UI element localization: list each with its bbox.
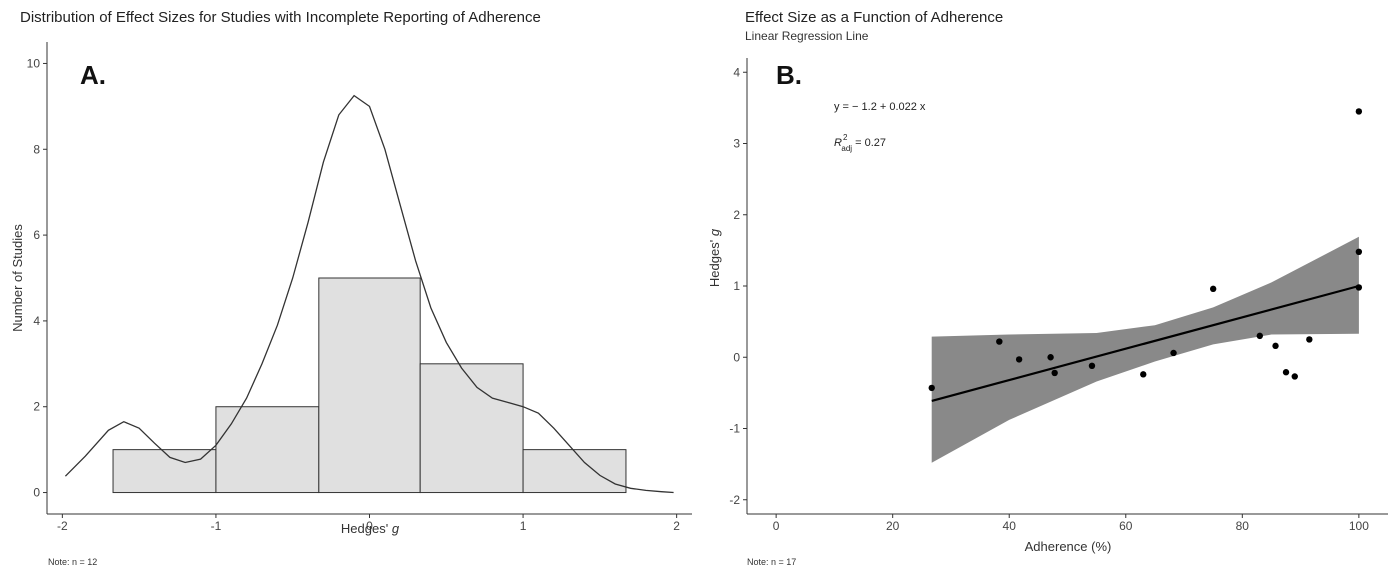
x-tick-label: 2 — [673, 519, 680, 533]
x-tick-label: 40 — [1003, 519, 1017, 533]
x-axis-label: Hedges' g — [341, 521, 400, 536]
y-tick-label: -1 — [729, 422, 740, 436]
scatter-point — [1088, 362, 1096, 369]
scatter-point — [1170, 349, 1177, 357]
y-tick-label: 4 — [33, 314, 40, 328]
regression-equation: y = − 1.2 + 0.022 x — [834, 101, 926, 113]
density-curve — [64, 94, 674, 494]
x-axis-label: Adherence (%) — [1025, 539, 1112, 554]
histogram-title: Distribution of Effect Sizes for Studies… — [20, 9, 541, 26]
histogram-bar — [318, 277, 421, 494]
y-tick-label: 3 — [733, 137, 740, 151]
x-tick-label: -1 — [211, 519, 222, 533]
y-ticks: -2 -1 0 1 2 3 4 — [729, 65, 747, 507]
scatter-point — [1306, 336, 1313, 343]
scatter-point — [1355, 284, 1363, 291]
y-ticks: 0 2 4 6 8 10 — [27, 56, 47, 500]
y-tick-label: 6 — [33, 228, 40, 242]
scatter-point — [996, 338, 1003, 345]
scatter-point — [1051, 369, 1058, 377]
regression-line — [931, 284, 1360, 402]
scatter-point — [1282, 369, 1290, 376]
scatter-point — [1047, 354, 1054, 361]
histogram-bar — [112, 449, 217, 494]
y-tick-label: 0 — [33, 486, 40, 500]
x-tick-label: 80 — [1236, 519, 1250, 533]
histogram-panel: Distribution of Effect Sizes for Studies… — [10, 9, 692, 567]
y-axis-label: Number of Studies — [10, 224, 25, 332]
scatter-point — [1015, 356, 1023, 363]
scatter-point — [1140, 371, 1147, 378]
scatter-point — [1355, 248, 1363, 255]
y-tick-label: 2 — [733, 208, 740, 222]
scatter-subtitle: Linear Regression Line — [745, 29, 869, 43]
y-tick-label: -2 — [729, 493, 740, 507]
sample-size-note: Note: n = 12 — [48, 557, 97, 567]
data-points — [928, 108, 1363, 392]
x-tick-label: 0 — [773, 519, 780, 533]
x-ticks: -2 -1 0 1 2 — [57, 514, 680, 533]
scatter-point — [1355, 108, 1363, 115]
x-tick-label: 100 — [1349, 519, 1369, 533]
histogram-bar — [522, 449, 627, 494]
scatter-point — [1291, 373, 1298, 380]
scatter-point — [1256, 332, 1264, 340]
panel-b-label: B. — [776, 60, 802, 90]
confidence-band — [931, 236, 1359, 463]
panel-a-label: A. — [80, 60, 106, 90]
x-tick-label: 1 — [520, 519, 527, 533]
scatter-title: Effect Size as a Function of Adherence — [745, 9, 1003, 26]
y-axis-label: Hedges' g — [707, 228, 722, 287]
scatter-point — [1272, 342, 1279, 350]
x-tick-label: 20 — [886, 519, 900, 533]
y-tick-label: 8 — [33, 142, 40, 156]
y-tick-label: 0 — [733, 350, 740, 364]
sample-size-note: Note: n = 17 — [747, 557, 796, 567]
scatter-point — [928, 384, 935, 392]
histogram-bars — [112, 277, 627, 494]
x-tick-label: 60 — [1119, 519, 1133, 533]
y-tick-label: 1 — [733, 279, 740, 293]
x-tick-label: 0 — [366, 519, 373, 533]
y-tick-label: 4 — [733, 65, 740, 79]
r-squared-annotation: R2 adj = 0.27 — [834, 133, 886, 153]
x-ticks: 0 20 40 60 80 100 — [773, 514, 1369, 533]
x-tick-label: -2 — [57, 519, 68, 533]
scatter-point — [1209, 285, 1217, 293]
scatter-panel: Effect Size as a Function of Adherence L… — [707, 9, 1388, 567]
histogram-bar — [215, 406, 320, 494]
histogram-bar — [419, 363, 524, 494]
y-tick-label: 10 — [27, 56, 41, 70]
y-tick-label: 2 — [33, 400, 40, 414]
